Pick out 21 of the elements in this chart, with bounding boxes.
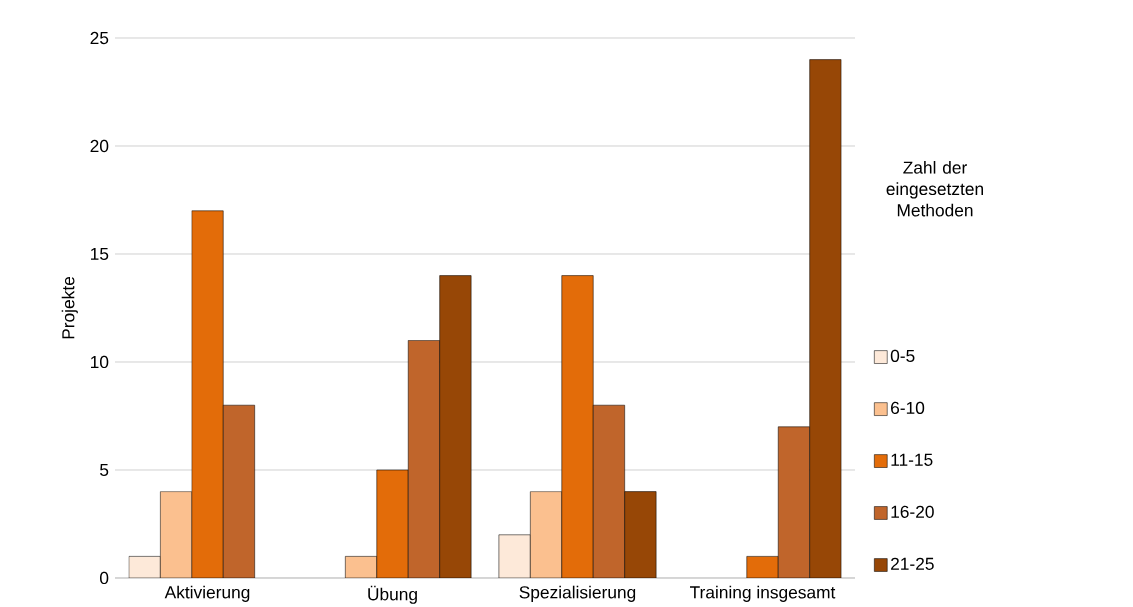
- y-axis-title: Projekte: [61, 276, 78, 339]
- bar: [222, 404, 255, 578]
- legend-label: 11-15: [891, 453, 933, 466]
- legend-label: 16-20: [891, 505, 934, 518]
- x-tick-label: Spezialisierung: [519, 585, 636, 602]
- legend-label: 6-10: [891, 401, 925, 415]
- x-tick-label: Training insgesamt: [690, 585, 836, 602]
- y-tick-label: 15: [91, 247, 109, 261]
- y-tick-label: 0: [100, 571, 109, 585]
- y-tick-label: 5: [100, 463, 109, 477]
- bar: [592, 404, 625, 578]
- bar: [777, 426, 810, 578]
- x-tick-label: Aktivierung: [164, 585, 250, 602]
- legend-title: Zahl der eingesetzten Methoden: [886, 161, 983, 217]
- y-tick-label: 20: [90, 139, 109, 153]
- y-tick-label: 25: [90, 31, 109, 45]
- bar: [407, 340, 440, 578]
- x-tick-label: Übung: [368, 585, 417, 604]
- legend-label: 21-25: [891, 557, 934, 570]
- legend-label: 0-5: [890, 349, 915, 362]
- y-tick-label: 10: [91, 355, 109, 369]
